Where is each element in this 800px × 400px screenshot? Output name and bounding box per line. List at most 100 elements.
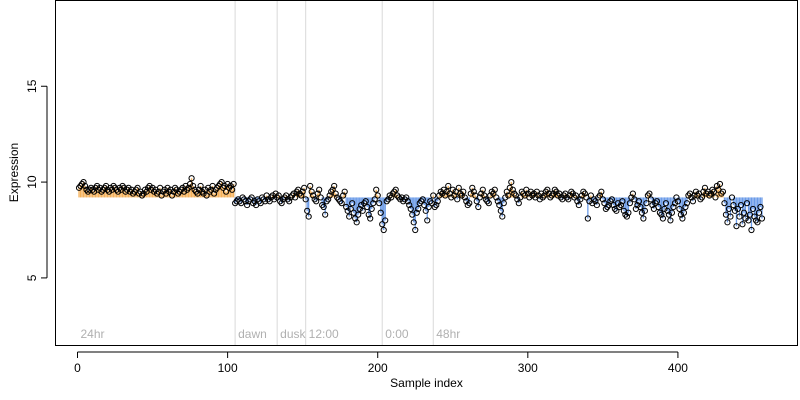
data-point [676, 205, 683, 213]
data-point [736, 213, 743, 220]
y-axis: 5 10 15 [25, 79, 48, 281]
data-point [404, 198, 411, 205]
data-point [203, 192, 210, 199]
data-point [733, 223, 740, 230]
data-point [326, 192, 333, 199]
data-point [208, 186, 215, 193]
data-point [544, 186, 551, 193]
data-point [572, 192, 579, 199]
x-axis: 0 100 200 300 400 [74, 351, 688, 375]
data-point [320, 203, 327, 211]
data-point [223, 188, 230, 195]
data-point [331, 182, 338, 190]
data-point [377, 209, 384, 216]
data-point [368, 205, 375, 213]
data-point [430, 192, 437, 199]
data-point [575, 201, 582, 209]
data-point [325, 196, 332, 203]
data-point [749, 205, 757, 213]
data-point [493, 194, 500, 201]
data-point [329, 186, 336, 193]
data-point [433, 201, 440, 209]
data-point [625, 209, 632, 216]
data-point [655, 203, 662, 211]
data-point [332, 190, 339, 197]
data-point [406, 201, 413, 209]
data-point [683, 200, 691, 207]
time-annotation: 12:00 [309, 327, 339, 341]
data-point [244, 201, 251, 209]
data-point [424, 217, 431, 224]
data-point [134, 184, 141, 191]
data-point [758, 215, 766, 222]
data-point [211, 190, 218, 197]
data-point [485, 200, 492, 207]
data-point [635, 198, 642, 205]
plot-frame [55, 0, 798, 346]
data-point [725, 205, 733, 213]
data-point [380, 226, 387, 234]
data-point [754, 219, 761, 226]
data-point [470, 188, 477, 195]
data-point [410, 219, 417, 226]
data-point [413, 209, 420, 216]
data-point [670, 203, 677, 211]
data-point [481, 192, 488, 199]
data-point [623, 213, 630, 220]
data-point [422, 207, 429, 214]
data-point [596, 192, 603, 199]
x-tick-label: 200 [368, 361, 388, 375]
data-point [304, 207, 311, 214]
data-point [643, 200, 650, 207]
data-point [374, 192, 381, 199]
data-point [353, 219, 360, 226]
data-point [349, 200, 356, 207]
data-point [757, 203, 764, 211]
data-point [745, 217, 752, 224]
data-point [313, 198, 320, 205]
data-point [292, 194, 299, 201]
data-point [382, 217, 389, 224]
data-point [230, 180, 237, 188]
data-point [341, 188, 348, 195]
data-point [305, 213, 312, 220]
data-point [653, 198, 661, 205]
time-annotations: 24hr dawn dusk 12:00 0:00 48hr [81, 327, 461, 341]
data-point [407, 205, 414, 213]
data-point [81, 182, 89, 190]
data-point [728, 194, 736, 201]
data-point [302, 196, 309, 203]
data-point [419, 196, 426, 203]
data-point [497, 207, 504, 214]
data-point [155, 188, 162, 195]
data-point [626, 200, 633, 207]
data-point [581, 190, 588, 197]
data-point [425, 203, 432, 211]
data-point [301, 184, 308, 191]
data-point [584, 215, 591, 222]
data-point [740, 209, 748, 216]
data-point [515, 200, 522, 207]
data-point [346, 213, 353, 220]
data-point [727, 213, 734, 220]
data-point [605, 201, 612, 209]
data-point [712, 194, 719, 201]
data-point [451, 192, 458, 199]
time-annotation: 24hr [81, 327, 105, 341]
data-point [365, 211, 372, 218]
data-point [724, 219, 731, 226]
y-tick-label: 15 [25, 79, 39, 93]
data-point [629, 190, 636, 197]
data-point [188, 175, 195, 182]
vertical-guide-lines [234, 0, 434, 345]
data-point [565, 196, 572, 203]
data-point [637, 203, 644, 211]
data-point [412, 226, 419, 234]
data-point [674, 198, 682, 205]
data-point [641, 207, 648, 214]
data-point [490, 190, 497, 197]
data-point [500, 200, 507, 207]
data-point [503, 188, 510, 195]
time-annotation: 0:00 [385, 327, 409, 341]
data-point [362, 198, 369, 205]
